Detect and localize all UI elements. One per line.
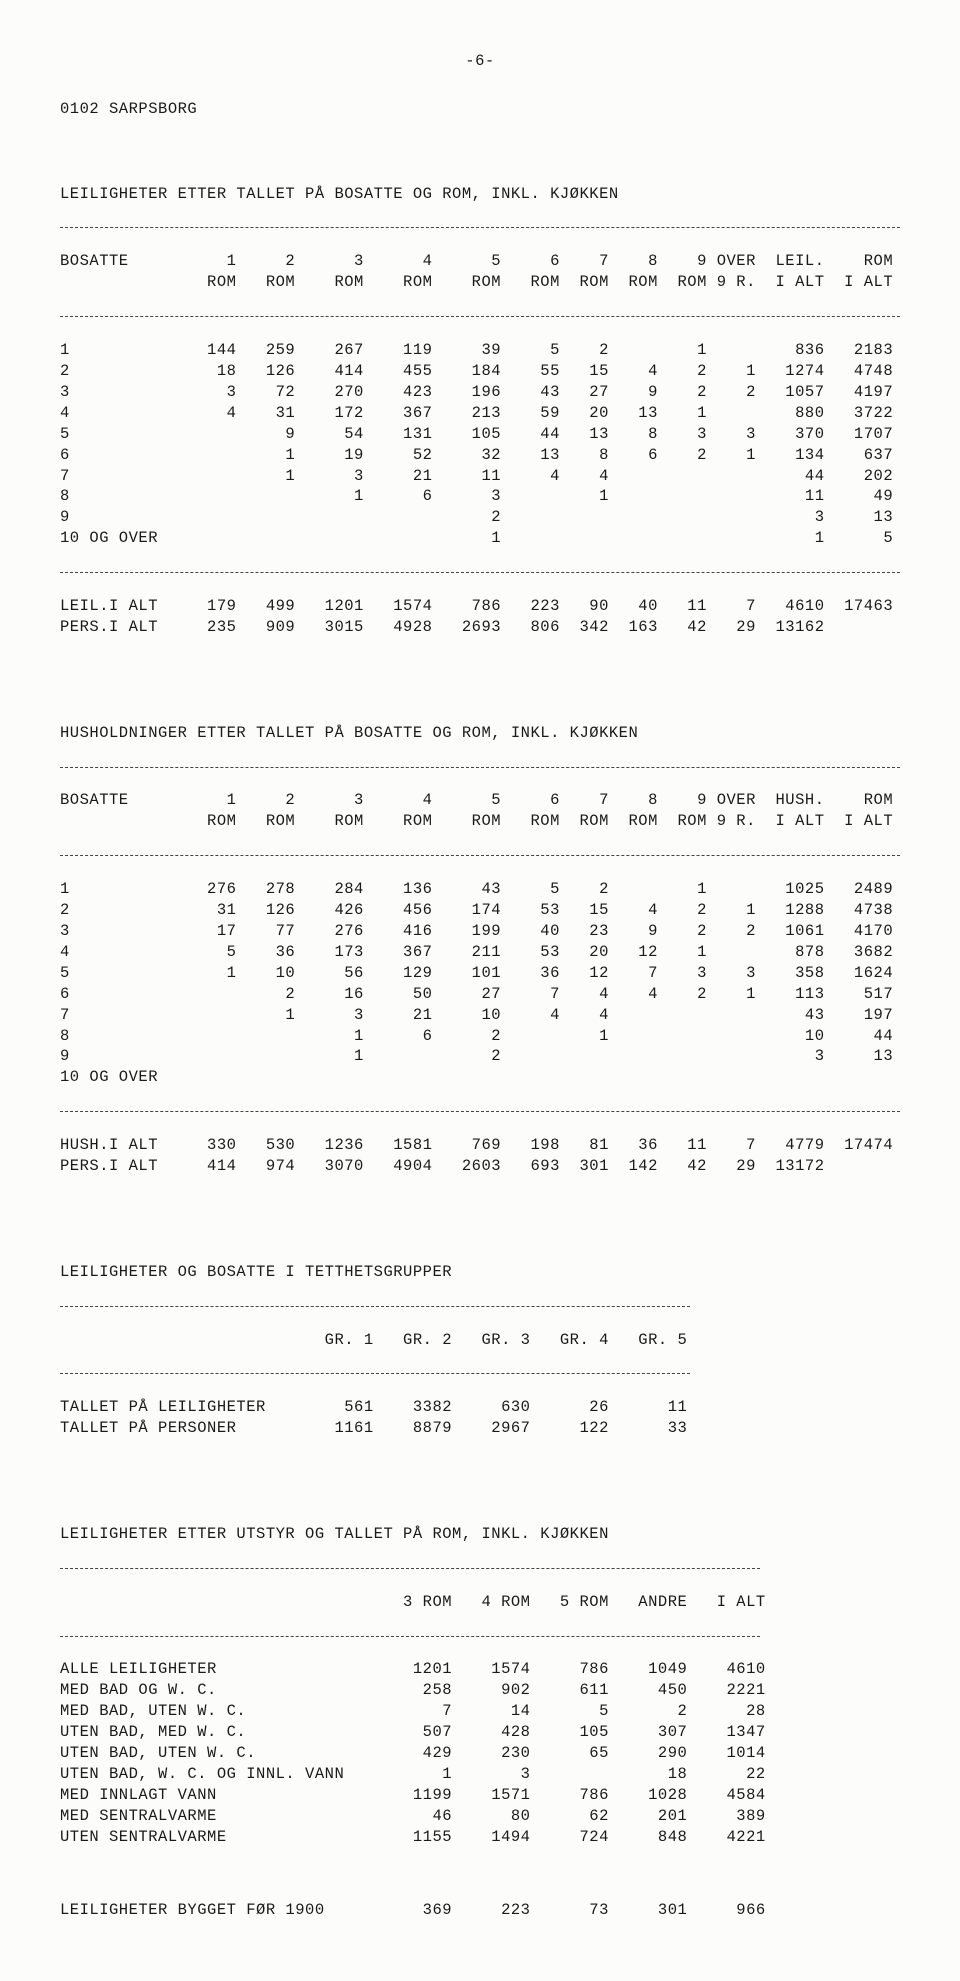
- table3-header: GR. 1 GR. 2 GR. 3 GR. 4 GR. 5: [60, 1330, 900, 1351]
- table1-header: BOSATTE 1 2 3 4 5 6 7 8 9 OVER LEIL. ROM…: [60, 251, 900, 293]
- table2-body: 1 276 278 284 136 43 5 2 1 1025 2489 2 3…: [60, 879, 900, 1088]
- table2-title: HUSHOLDNINGER ETTER TALLET PÅ BOSATTE OG…: [60, 723, 900, 744]
- table3-body: TALLET PÅ LEILIGHETER 561 3382 630 26 11…: [60, 1397, 900, 1439]
- district-code: 0102 SARPSBORG: [60, 99, 900, 120]
- divider: [60, 316, 900, 317]
- divider: [60, 572, 900, 573]
- divider: [60, 855, 900, 856]
- table4-body: ALLE LEILIGHETER 1201 1574 786 1049 4610…: [60, 1659, 900, 1847]
- page-number: -6-: [60, 51, 900, 72]
- divider: [60, 767, 900, 768]
- table3-title: LEILIGHETER OG BOSATTE I TETTHETSGRUPPER: [60, 1262, 900, 1283]
- table1-totals: LEIL.I ALT 179 499 1201 1574 786 223 90 …: [60, 596, 900, 638]
- divider: [60, 1306, 690, 1307]
- divider: [60, 1636, 760, 1637]
- table4-title: LEILIGHETER ETTER UTSTYR OG TALLET PÅ RO…: [60, 1524, 900, 1545]
- table2-totals: HUSH.I ALT 330 530 1236 1581 769 198 81 …: [60, 1135, 900, 1177]
- divider: [60, 1373, 690, 1374]
- table4-footer: LEILIGHETER BYGGET FØR 1900 369 223 73 3…: [60, 1900, 900, 1921]
- divider: [60, 227, 900, 228]
- divider: [60, 1568, 760, 1569]
- table4-header: 3 ROM 4 ROM 5 ROM ANDRE I ALT: [60, 1592, 900, 1613]
- table2-header: BOSATTE 1 2 3 4 5 6 7 8 9 OVER HUSH. ROM…: [60, 790, 900, 832]
- table1-title: LEILIGHETER ETTER TALLET PÅ BOSATTE OG R…: [60, 184, 900, 205]
- divider: [60, 1111, 900, 1112]
- table1-body: 1 144 259 267 119 39 5 2 1 836 2183 2 18…: [60, 340, 900, 549]
